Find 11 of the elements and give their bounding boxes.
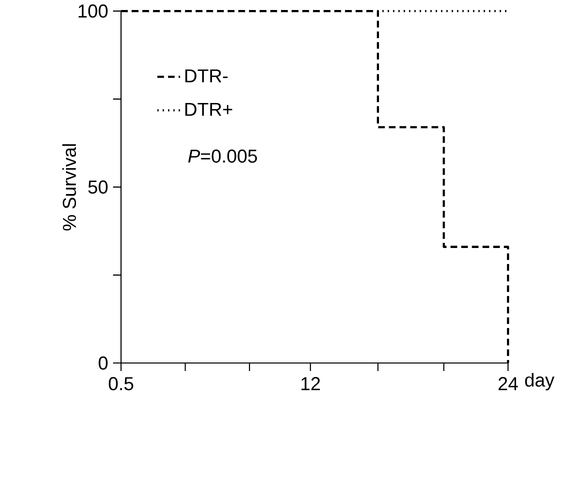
x-tick-label: 12 xyxy=(301,377,320,390)
y-tick-label: 100 xyxy=(78,4,108,18)
legend-label: DTR+ xyxy=(185,103,232,116)
y-tick-label: 50 xyxy=(88,180,108,194)
y-tick-label: 0 xyxy=(98,356,108,370)
x-tick-label: 24 xyxy=(498,377,518,390)
x-axis-title: day xyxy=(525,373,554,391)
legend-label: DTR- xyxy=(185,70,228,82)
x-tick-label: 0.5 xyxy=(108,377,134,391)
annotation: P=0.005 xyxy=(188,150,257,163)
y-axis-title: % Survival xyxy=(62,144,76,231)
